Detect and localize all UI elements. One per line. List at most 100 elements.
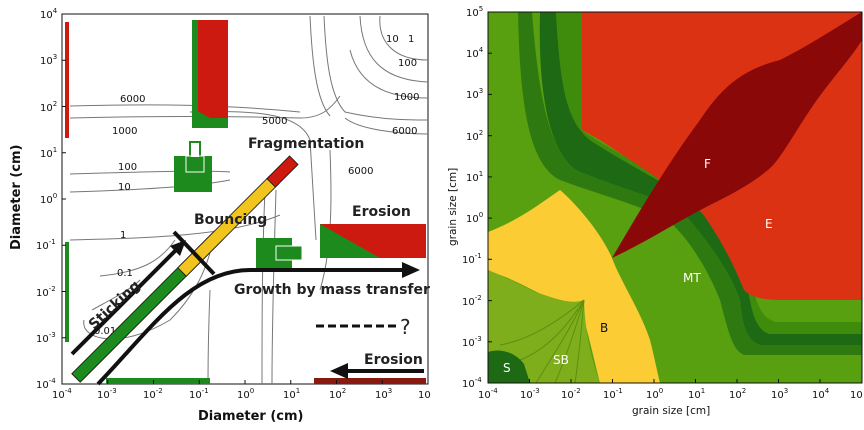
contour-label: 1000	[394, 92, 419, 103]
label-bouncing: Bouncing	[194, 212, 267, 228]
x-tick-label: 10-4	[52, 387, 72, 401]
contour-vertical-a	[309, 15, 331, 117]
label-fragmentation: Fragmentation	[248, 136, 364, 152]
right-y-axis-title: grain size [cm]	[447, 168, 459, 246]
x-tick-label: 10-2	[143, 387, 163, 401]
growth-arrow-head	[402, 262, 420, 278]
contour-label: 6000	[120, 94, 145, 105]
bouncing-barrier	[172, 230, 216, 276]
left-y-axis-title: Diameter (cm)	[9, 145, 24, 251]
cluster-mid	[185, 155, 205, 173]
growth-arrow-shaft	[96, 268, 404, 386]
right-x-tick-labels: 10-4 10-3 10-2 10-1 100 101 102 103 104 …	[478, 387, 863, 401]
label-region-e: E	[765, 217, 773, 231]
x-tick-label: 100	[237, 387, 254, 401]
left-contour-lines	[69, 15, 429, 385]
y-tick-label: 102	[40, 100, 57, 114]
label-erosion-top: Erosion	[352, 204, 411, 220]
left-green-bar-mid	[65, 242, 69, 342]
right-y-tick-labels: 10-4 10-3 10-2 10-1 100 101 102 103 104 …	[462, 5, 484, 390]
contour-label: 100	[398, 58, 417, 69]
left-x-axis-title: Diameter (cm)	[198, 409, 304, 424]
y-tick-label: 104	[40, 7, 58, 21]
left-panel: 6000 1000 5000 10 1 100 1000 6000 100 10…	[9, 7, 431, 424]
diagonal-band	[71, 155, 299, 383]
y-tick-label: 10-3	[36, 331, 56, 345]
label-region-sb: SB	[553, 353, 569, 367]
contour-label: 1	[408, 34, 414, 45]
contour-vertical-c	[261, 189, 266, 385]
contour-100-mid	[69, 170, 231, 175]
label-erosion-bottom: Erosion	[364, 352, 423, 368]
contour-0.01	[91, 279, 141, 311]
contour-1000-right	[349, 49, 429, 99]
label-region-s: S	[503, 361, 511, 375]
contour-10-1	[379, 15, 429, 61]
x-tick-label: 101	[688, 387, 705, 401]
x-tick-label: 103	[375, 387, 392, 401]
x-tick-label: 10-3	[97, 387, 117, 401]
left-red-bar-top	[65, 22, 69, 138]
x-tick-label: 10-1	[603, 387, 623, 401]
y-tick-label: 102	[466, 129, 483, 143]
left-tick-marks	[61, 13, 383, 385]
region-s-sticking	[488, 350, 530, 383]
cluster-base	[174, 156, 212, 192]
y-tick-label: 10-2	[462, 294, 482, 308]
contour-label: 5000	[262, 116, 287, 127]
sb-contour-lines	[499, 299, 585, 384]
erosion-arrow-head	[330, 363, 348, 379]
contour-label: 1	[120, 230, 126, 241]
right-x-axis-title: grain size [cm]	[632, 405, 710, 417]
contour-label: 10	[386, 34, 399, 45]
sticking-arrow-shaft	[70, 246, 180, 356]
y-tick-label: 101	[40, 146, 57, 160]
y-tick-label: 105	[466, 5, 483, 19]
y-tick-label: 10-4	[462, 376, 482, 390]
contour-label: 100	[118, 162, 137, 173]
x-tick-label: 100	[646, 387, 663, 401]
y-tick-label: 104	[466, 46, 484, 60]
region-dark-band-2	[539, 12, 862, 345]
y-tick-label: 10-1	[462, 252, 482, 266]
x-tick-label: 104	[812, 387, 830, 401]
bottom-red-bar	[314, 378, 426, 384]
contour-vertical-d	[271, 189, 277, 385]
region-f-fragmentation	[612, 12, 862, 258]
right-panel: F E MT B SB S 10-4 10-3 10-2 10-1 100 10…	[447, 5, 863, 417]
y-tick-label: 103	[40, 53, 57, 67]
y-tick-label: 10-1	[36, 238, 56, 252]
frag-block-green-corner	[192, 108, 228, 128]
x-tick-label: 102	[329, 387, 346, 401]
x-tick-label: 10-4	[478, 387, 498, 401]
label-question: ?	[400, 315, 411, 339]
band-red	[266, 155, 299, 188]
small-cluster-block	[174, 141, 212, 192]
region-dark-band-1	[518, 12, 862, 355]
contour-1-mid	[69, 214, 281, 241]
contour-label: 10	[118, 182, 131, 193]
fragmentation-block	[192, 20, 228, 128]
left-x-tick-labels: 10-4 10-3 10-2 10-1 100 101 102 103 10	[52, 387, 431, 401]
x-tick-label: 10-1	[189, 387, 209, 401]
contour-1000-top	[69, 95, 341, 119]
erosion-top-red	[320, 224, 426, 258]
label-growth: Growth by mass transfer	[234, 282, 430, 298]
sticking-arrow-head	[170, 240, 186, 256]
erosion-bottom-arrow	[330, 363, 424, 379]
y-tick-label: 100	[40, 192, 57, 206]
contour-label: 0.01	[94, 326, 116, 337]
y-tick-label: 103	[466, 87, 483, 101]
contour-10-mid	[69, 179, 231, 193]
x-tick-label: 10-3	[520, 387, 540, 401]
bottom-green-bar	[106, 378, 210, 384]
left-y-tick-labels: 10-4 10-3 10-2 10-1 100 101 102 103 104	[36, 7, 58, 391]
contour-6000-mid	[319, 149, 332, 291]
right-plot-frame	[487, 11, 863, 384]
cluster-top	[189, 141, 201, 159]
erosion-top-block	[320, 224, 426, 258]
right-tick-marks	[487, 11, 821, 384]
region-sb	[488, 270, 600, 383]
contour-label: 0.1	[117, 268, 133, 279]
